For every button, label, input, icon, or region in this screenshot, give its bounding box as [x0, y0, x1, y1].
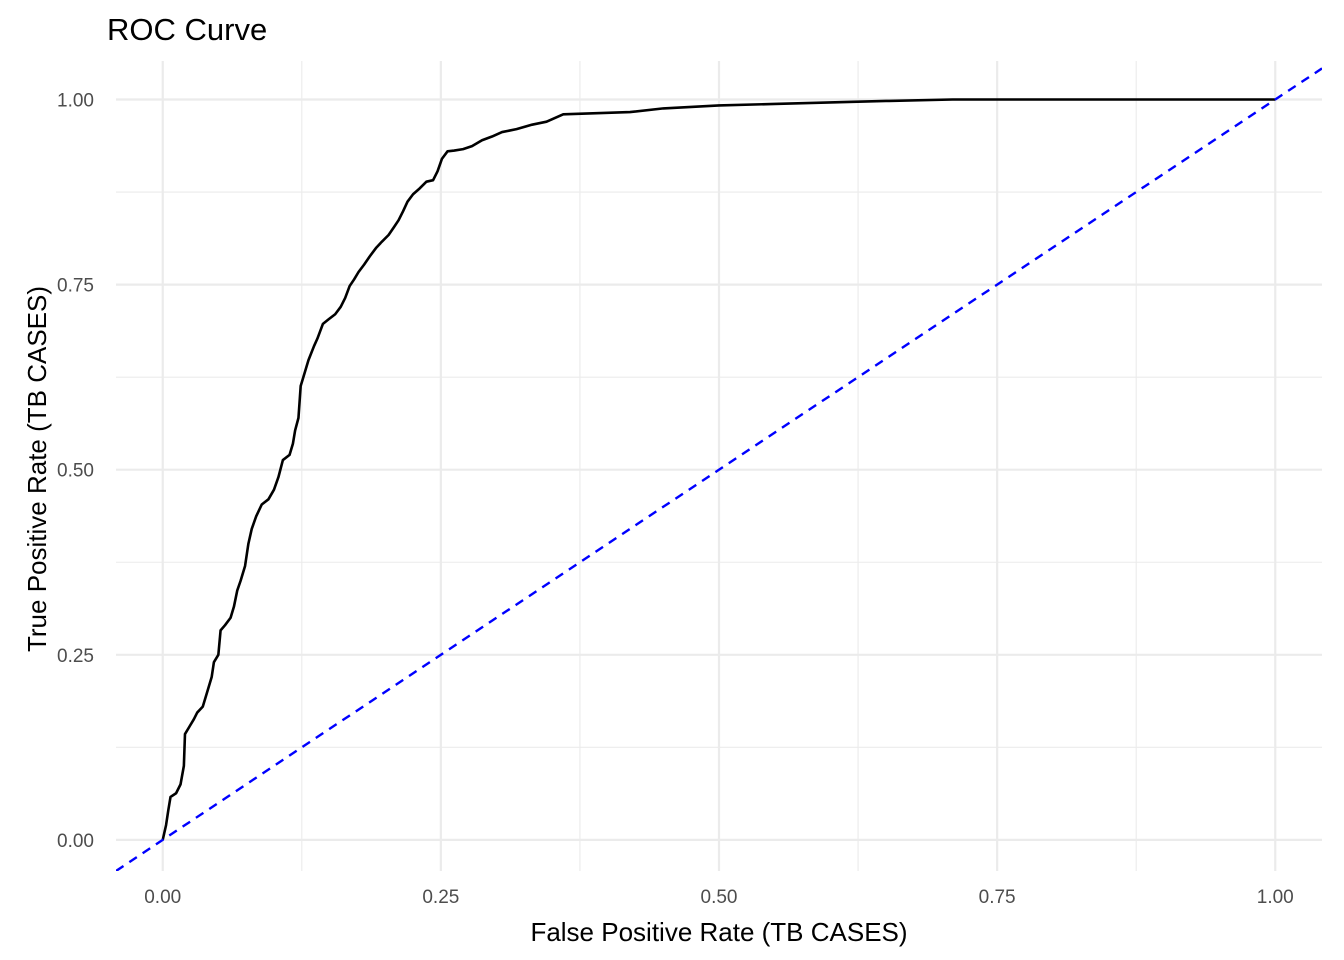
y-tick-label-4: 1.00 [57, 91, 94, 112]
grid-minor-x [301, 61, 1137, 871]
y-tick-label-3: 0.75 [57, 276, 94, 297]
grid-major-x [161, 61, 1277, 871]
x-tick-label-4: 1.00 [1257, 887, 1294, 908]
x-tick-label-0: 0.00 [144, 887, 181, 908]
roc-curve-line [161, 98, 1276, 841]
x-axis-title: False Positive Rate (TB CASES) [530, 917, 907, 947]
y-tick-label-2: 0.50 [57, 461, 94, 482]
x-tick-labels: 0.00 0.25 0.50 0.75 1.00 [144, 887, 1294, 908]
x-tick-label-1: 0.25 [422, 887, 459, 908]
x-tick-label-2: 0.50 [701, 887, 738, 908]
x-tick-label-3: 0.75 [979, 887, 1016, 908]
y-tick-labels: 0.00 0.25 0.50 0.75 1.00 [57, 91, 94, 852]
y-tick-label-0: 0.00 [57, 831, 94, 852]
y-tick-label-1: 0.25 [57, 646, 94, 667]
chance-diagonal-line [116, 67, 1322, 871]
series-layer [116, 67, 1322, 871]
chart-title: ROC Curve [107, 12, 267, 47]
y-axis-title: True Positive Rate (TB CASES) [22, 286, 52, 652]
